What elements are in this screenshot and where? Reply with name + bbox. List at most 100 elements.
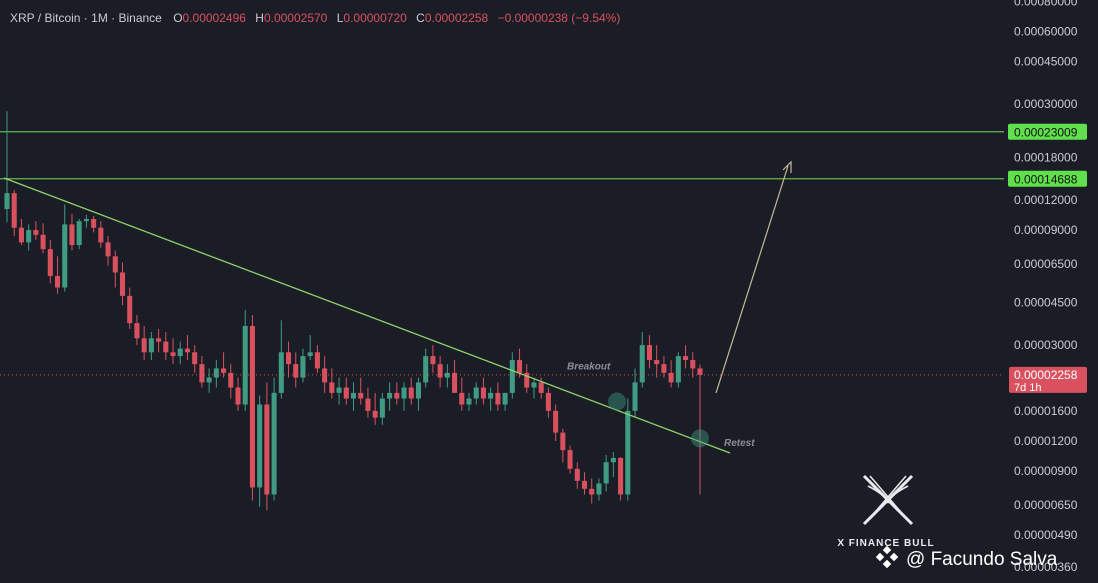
candles [4,111,703,511]
projection-arrow-head [782,160,792,173]
price-tick-label: 0.00009000 [1014,223,1078,237]
candle-body [459,392,465,405]
candle-body [257,404,263,488]
candle-body [192,352,198,365]
candle-body [639,345,645,383]
candle-body [502,392,508,405]
candle-body [509,360,515,393]
candle-body [235,387,241,405]
price-axis-panel [1004,0,1098,583]
candle-body [545,392,551,411]
candle-body [473,387,479,399]
candle-body [163,341,169,353]
breakout-marker [608,392,626,411]
candle-body [40,234,46,250]
projection-arrow [715,160,792,394]
current-price-label: 0.00002258 [1014,368,1078,382]
candle-body [524,372,530,388]
candle-body [278,352,284,393]
x-finance-bull-logo [862,474,914,526]
candle-body [293,364,299,378]
symbol-header: XRP / Bitcoin · 1M · Binance O0.00002496… [10,11,620,25]
candle-body [654,360,660,365]
open-value: 0.00002496 [183,11,247,25]
candle-body [452,372,458,393]
current-price-badge-box [1009,366,1087,393]
candle-body [264,404,270,495]
candle-body [423,356,429,383]
candle-body [690,360,696,369]
candle-body [625,410,631,495]
candle-body [437,364,443,378]
candle-body [249,325,255,488]
candle-body [531,382,537,388]
candle-body [119,272,126,296]
price-axis-ticks: 0.00080000 0.00060000 0.00045000 0.00030000… [1014,0,1078,574]
price-tick-label: 0.00045000 [1014,55,1078,69]
candle-body [430,356,436,365]
candle-body [105,242,111,257]
candle-body [480,387,486,399]
candle-body [387,392,393,399]
candle-body [76,221,82,246]
candle-body [697,368,703,375]
candle-body [603,462,609,484]
candle-body [574,468,580,481]
candle-body [408,387,414,399]
price-tick-label: 0.00000900 [1014,464,1078,478]
candle-body [646,345,652,361]
price-tick-label: 0.00000490 [1014,528,1078,542]
candle-body [553,410,559,433]
candle-body [199,364,205,383]
level-badge-box [1008,123,1087,140]
candle-body [91,219,97,228]
candle-body [177,348,183,357]
price-tick-label: 0.00000360 [1014,560,1078,574]
candle-body [365,398,371,411]
candle-body [307,352,313,357]
level-badge-box [1008,170,1087,187]
projection-arrow-shaft [715,165,789,394]
candle-body [415,382,421,399]
candle-body [683,356,689,361]
candle-body [589,488,595,495]
candle-body [112,256,118,273]
candle-body [26,230,32,243]
candle-body [69,224,75,246]
candle-body [83,219,89,222]
candle-body [596,483,602,495]
candle-body [358,392,364,399]
candle-body [98,227,104,243]
high-label: H [255,11,264,25]
candle-body [242,325,248,405]
candle-body [466,398,472,405]
candle-body [33,230,39,235]
candle-body [47,249,53,277]
candle-body [18,227,24,243]
close-value: 0.00002258 [425,11,489,25]
candle-body [213,368,219,378]
open-label: O [173,11,182,25]
level-lines [0,131,1004,180]
candle-body [661,364,667,373]
watermark-brand: X FINANCE BULL [837,538,934,549]
change-value: −0.00000238 (−9.54%) [498,11,621,25]
candle-body [127,295,133,324]
price-tick-label: 0.00000650 [1014,498,1078,512]
candle-body [401,387,407,399]
candle-body [11,193,17,228]
candle-body [632,382,638,411]
level-price-label: 0.00014688 [1014,172,1078,186]
candle-body [488,392,494,399]
candle-body [228,372,234,388]
candle-body [314,352,320,369]
price-tick-label: 0.00030000 [1014,97,1078,111]
low-value: 0.00000720 [343,11,407,25]
high-value: 0.00002570 [264,11,328,25]
candle-body [372,410,378,418]
candle-body [444,372,450,378]
candle-body [221,368,227,373]
current-price-badge: 0.00002258 7d 1h [1009,366,1087,394]
candle-body [343,387,349,399]
